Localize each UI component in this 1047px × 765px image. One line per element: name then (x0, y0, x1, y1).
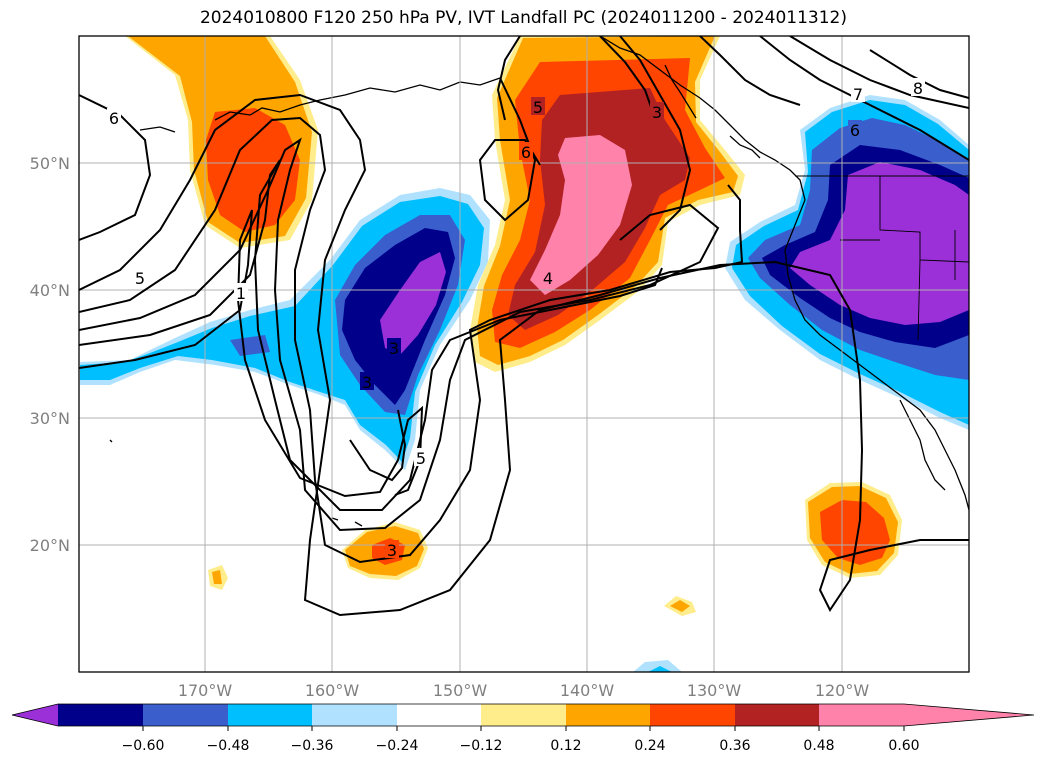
colorbar-segment (228, 704, 312, 726)
contour-label: 3 (387, 541, 397, 560)
contour-label: 3 (389, 339, 399, 358)
contour-label: 6 (109, 109, 119, 128)
colorbar-tick-label: 0.12 (550, 738, 581, 754)
contour-label: 1 (236, 284, 246, 303)
colorbar-tick-label: −0.12 (460, 738, 503, 754)
contour-label: 6 (850, 121, 860, 140)
colorbar-tick-label: 0.24 (634, 738, 665, 754)
contour-label: 5 (416, 449, 426, 468)
longitude-labels: 170°W 160°W 150°W 140°W 130°W 120°W (178, 681, 870, 700)
lon-label: 140°W (560, 681, 615, 700)
colorbar-segment (312, 704, 397, 726)
colorbar-tick-label: −0.24 (376, 738, 419, 754)
colorbar-segment (58, 704, 143, 726)
colorbar-segment (735, 704, 819, 726)
lon-label: 150°W (433, 681, 488, 700)
contour-label: 3 (652, 103, 662, 122)
colorbar-tick-label: −0.60 (122, 738, 165, 754)
contour-labels: 6 5 1 5 6 3 7 8 6 4 3 5 3 3 (107, 78, 925, 560)
colorbar-tick-label: −0.36 (291, 738, 334, 754)
lat-label: 40°N (30, 281, 70, 300)
contour-label: 5 (135, 269, 145, 288)
colorbar-segment (143, 704, 228, 726)
colorbar-tick-label: 0.48 (803, 738, 834, 754)
colorbar-segment (566, 704, 650, 726)
colorbar-segment (397, 704, 481, 726)
lat-label: 50°N (30, 154, 70, 173)
contour-label: 8 (913, 79, 923, 98)
contour-label: 5 (533, 98, 543, 117)
contour-label: 4 (543, 269, 553, 288)
lon-label: 120°W (815, 681, 870, 700)
colorbar-segment (819, 704, 904, 726)
colorbar: −0.60 −0.48 −0.36 −0.24 −0.12 0.12 0.24 … (11, 703, 1035, 754)
colorbar-segment (650, 704, 735, 726)
lon-label: 160°W (305, 681, 360, 700)
colorbar-tick-label: 0.60 (888, 738, 919, 754)
colorbar-extend-max (904, 704, 1034, 726)
lat-label: 30°N (30, 409, 70, 428)
colorbar-tick-label: −0.48 (207, 738, 250, 754)
contour-label: 6 (521, 143, 531, 162)
lat-label: 20°N (30, 536, 70, 555)
lon-label: 130°W (687, 681, 742, 700)
colorbar-segment (481, 704, 566, 726)
colorbar-extend-min (12, 704, 58, 726)
colorbar-tick-label: 0.36 (719, 738, 750, 754)
contour-label: 3 (362, 373, 372, 392)
latitude-labels: 50°N 40°N 30°N 20°N (30, 154, 70, 555)
plot-frame (78, 35, 970, 673)
lon-label: 170°W (178, 681, 233, 700)
figure-title: 2024010800 F120 250 hPa PV, IVT Landfall… (199, 8, 847, 28)
contour-label: 7 (853, 85, 863, 104)
political-borders (795, 175, 969, 341)
